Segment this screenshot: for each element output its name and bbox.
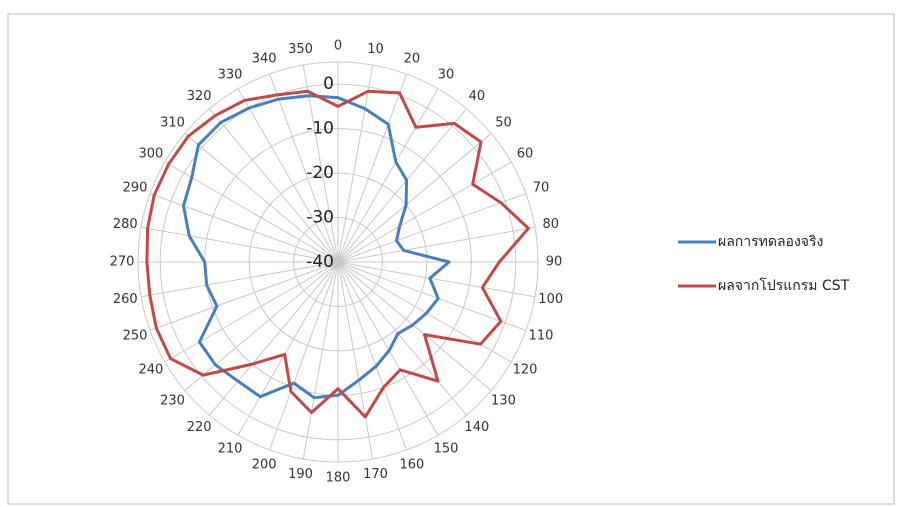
spoke [337, 226, 536, 263]
angle-label: 150 [434, 442, 459, 457]
angle-label: 310 [160, 116, 185, 131]
spoke [337, 64, 374, 263]
spoke [140, 261, 339, 298]
spoke [337, 133, 492, 263]
r-tick-label: -20 [306, 163, 334, 183]
spoke [149, 193, 339, 263]
spoke [337, 161, 512, 263]
chart-border [7, 13, 895, 505]
spoke [164, 261, 339, 363]
angle-label: 290 [123, 181, 148, 196]
angle-label: 270 [110, 255, 135, 270]
spoke [337, 108, 467, 263]
angle-label: 140 [464, 420, 489, 435]
spoke [337, 261, 374, 460]
angle-label: 40 [469, 89, 486, 104]
angle-label: 250 [123, 328, 148, 343]
angle-label: 60 [517, 147, 534, 162]
spoke [269, 73, 339, 263]
r-tick-label: 0 [323, 74, 334, 94]
spoke [337, 261, 407, 451]
angle-label: 260 [113, 292, 138, 307]
angle-label: 280 [113, 217, 138, 232]
spoke [337, 261, 439, 436]
angle-label: 230 [160, 393, 185, 408]
angle-label: 130 [491, 393, 516, 408]
spoke [209, 108, 339, 263]
angle-label: 220 [187, 420, 212, 435]
spoke [184, 261, 339, 391]
angle-label: 180 [326, 471, 351, 486]
r-tick-label: -10 [306, 119, 334, 139]
series-line [182, 94, 451, 400]
angle-label: 110 [529, 328, 554, 343]
series-line [145, 89, 530, 419]
angle-label: 70 [533, 181, 550, 196]
angle-label: 210 [218, 442, 243, 457]
legend-label: ผลการทดลองจริง [718, 234, 823, 250]
angle-label: 10 [367, 42, 384, 57]
angle-label: 320 [187, 89, 212, 104]
spoke [237, 88, 339, 263]
angle-label: 120 [513, 363, 538, 378]
spoke [337, 261, 512, 363]
spoke [269, 261, 339, 451]
angle-label: 170 [363, 467, 388, 482]
spoke [337, 261, 527, 331]
spoke [184, 133, 339, 263]
angle-label: 90 [546, 255, 563, 270]
angle-label: 80 [542, 217, 559, 232]
angle-label: 20 [404, 52, 421, 67]
angle-label: 50 [495, 116, 512, 131]
spoke [237, 261, 339, 436]
angle-label: 330 [218, 67, 243, 82]
angle-label: 350 [288, 42, 313, 57]
angle-label: 0 [334, 39, 342, 54]
spoke [302, 261, 339, 460]
r-tick-label: -40 [306, 252, 334, 272]
legend-label: ผลจากโปรแกรม CST [718, 277, 850, 294]
spoke [209, 261, 339, 416]
angle-label: 240 [139, 363, 164, 378]
angle-label: 160 [399, 457, 424, 472]
spoke [337, 261, 467, 416]
angle-label: 200 [252, 457, 277, 472]
r-tick-label: -30 [306, 208, 334, 228]
angle-label: 100 [538, 292, 563, 307]
spoke [337, 261, 492, 391]
angle-label: 30 [438, 67, 455, 82]
angle-label: 340 [252, 52, 277, 67]
spoke [337, 261, 536, 298]
spoke [337, 88, 439, 263]
spoke [164, 161, 339, 263]
spoke [140, 226, 339, 263]
spoke [302, 64, 339, 263]
angle-label: 300 [139, 147, 164, 162]
spoke [149, 261, 339, 331]
angle-label: 190 [288, 467, 313, 482]
spoke [337, 193, 527, 263]
spoke [337, 73, 407, 263]
